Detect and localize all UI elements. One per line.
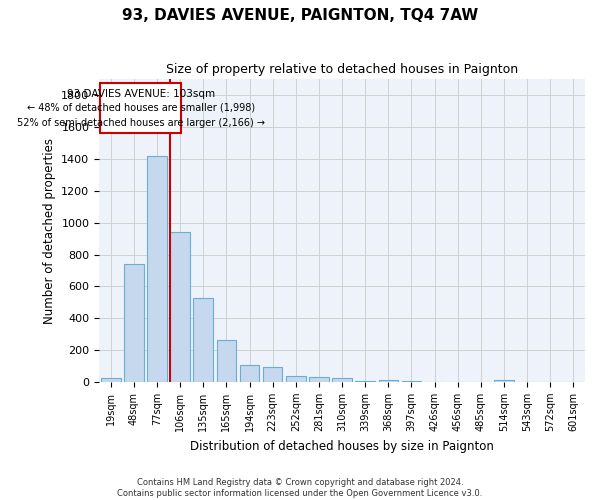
- Bar: [379, 380, 398, 382]
- Bar: [332, 378, 352, 382]
- Text: 52% of semi-detached houses are larger (2,166) →: 52% of semi-detached houses are larger (…: [17, 118, 265, 128]
- Bar: [494, 380, 514, 382]
- Text: Contains HM Land Registry data © Crown copyright and database right 2024.
Contai: Contains HM Land Registry data © Crown c…: [118, 478, 482, 498]
- Text: ← 48% of detached houses are smaller (1,998): ← 48% of detached houses are smaller (1,…: [27, 102, 255, 113]
- Bar: [193, 298, 213, 382]
- Text: 93, DAVIES AVENUE, PAIGNTON, TQ4 7AW: 93, DAVIES AVENUE, PAIGNTON, TQ4 7AW: [122, 8, 478, 22]
- Bar: [263, 368, 283, 382]
- Bar: [101, 378, 121, 382]
- Bar: [217, 340, 236, 382]
- Bar: [309, 378, 329, 382]
- Bar: [100, 82, 181, 133]
- Title: Size of property relative to detached houses in Paignton: Size of property relative to detached ho…: [166, 62, 518, 76]
- Bar: [147, 156, 167, 382]
- Bar: [170, 232, 190, 382]
- Bar: [124, 264, 143, 382]
- X-axis label: Distribution of detached houses by size in Paignton: Distribution of detached houses by size …: [190, 440, 494, 452]
- Text: 93 DAVIES AVENUE: 103sqm: 93 DAVIES AVENUE: 103sqm: [67, 88, 215, 99]
- Bar: [239, 365, 259, 382]
- Y-axis label: Number of detached properties: Number of detached properties: [43, 138, 56, 324]
- Bar: [286, 376, 305, 382]
- Bar: [355, 381, 375, 382]
